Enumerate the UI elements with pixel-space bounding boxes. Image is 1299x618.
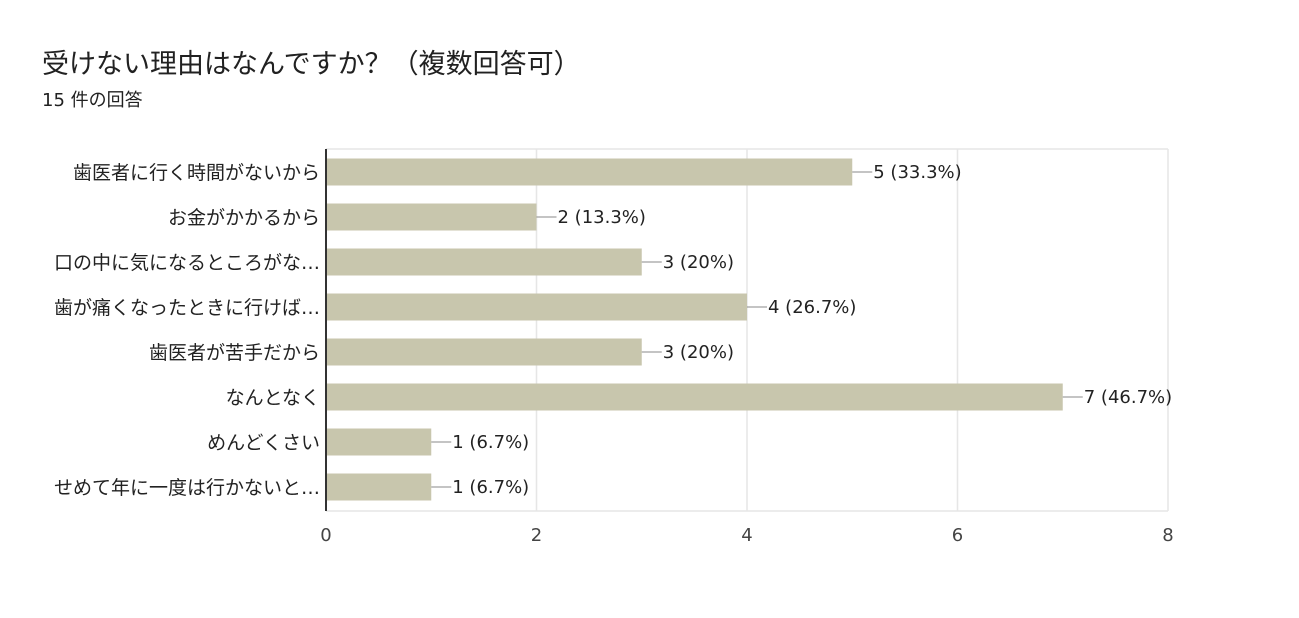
response-count: 15 件の回答 xyxy=(42,90,143,111)
data-label: 3 (20%) xyxy=(663,252,734,273)
data-label: 2 (13.3%) xyxy=(558,207,646,228)
bar xyxy=(326,473,432,501)
data-label: 1 (6.7%) xyxy=(452,477,529,498)
data-label: 7 (46.7%) xyxy=(1084,387,1172,408)
x-tick-label: 2 xyxy=(531,525,542,546)
bar xyxy=(326,293,747,321)
category-label: せめて年に一度は行かないと… xyxy=(54,477,320,499)
x-tick-label: 8 xyxy=(1162,525,1173,546)
bar xyxy=(326,338,642,366)
data-label: 5 (33.3%) xyxy=(873,162,961,183)
category-label: 歯医者が苦手だから xyxy=(149,342,320,364)
category-label: 歯医者に行く時間がないから xyxy=(73,162,320,184)
category-label: 歯が痛くなったときに行けば… xyxy=(54,297,320,319)
category-label: 口の中に気になるところがな… xyxy=(54,252,320,274)
bar xyxy=(326,383,1063,411)
chart-title: 受けない理由はなんですか？（複数回答可） xyxy=(42,49,581,80)
x-tick-label: 4 xyxy=(741,525,752,546)
bar xyxy=(326,428,432,456)
data-label: 1 (6.7%) xyxy=(452,432,529,453)
bar xyxy=(326,158,853,186)
category-label: なんとなく xyxy=(226,387,320,409)
x-tick-label: 6 xyxy=(952,525,963,546)
bar xyxy=(326,248,642,276)
data-label: 3 (20%) xyxy=(663,342,734,363)
x-tick-label: 0 xyxy=(320,525,331,546)
bar xyxy=(326,203,537,231)
category-label: お金がかかるから xyxy=(168,207,320,229)
data-label: 4 (26.7%) xyxy=(768,297,856,318)
category-label: めんどくさい xyxy=(207,432,320,454)
